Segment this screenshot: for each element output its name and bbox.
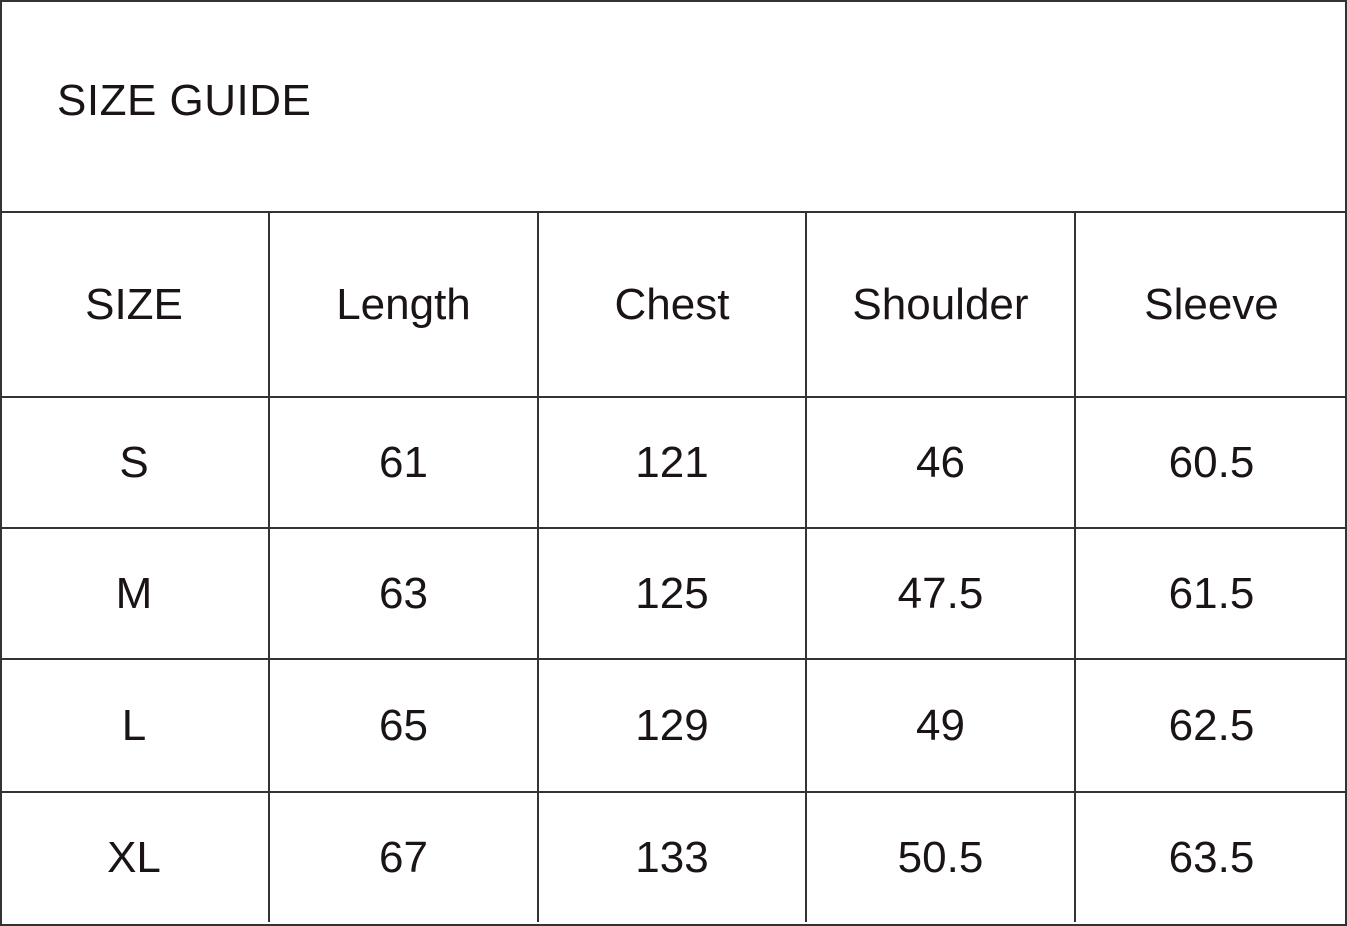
table-cell: S [0, 396, 270, 529]
size-table: SIZE Length Chest Shoulder Sleeve S 61 1… [0, 211, 1347, 922]
header-cell: SIZE [0, 211, 270, 398]
header-cell: Chest [537, 211, 807, 398]
table-cell: 60.5 [1074, 396, 1347, 529]
table-cell: 50.5 [805, 791, 1076, 922]
header-cell: Shoulder [805, 211, 1076, 398]
table-cell: 65 [268, 658, 539, 793]
table-cell: 61 [268, 396, 539, 529]
table-row: M 63 125 47.5 61.5 [0, 527, 1347, 660]
table-row: L 65 129 49 62.5 [0, 658, 1347, 793]
table-cell: 47.5 [805, 527, 1076, 660]
table-cell: M [0, 527, 270, 660]
table-cell: 133 [537, 791, 807, 922]
table-cell: 121 [537, 396, 807, 529]
header-cell: Sleeve [1074, 211, 1347, 398]
table-row: S 61 121 46 60.5 [0, 396, 1347, 529]
table-cell: 129 [537, 658, 807, 793]
table-cell: 125 [537, 527, 807, 660]
table-cell: 62.5 [1074, 658, 1347, 793]
table-header-row: SIZE Length Chest Shoulder Sleeve [0, 211, 1347, 398]
table-cell: 49 [805, 658, 1076, 793]
table-cell: 63 [268, 527, 539, 660]
table-cell: L [0, 658, 270, 793]
table-row: XL 67 133 50.5 63.5 [0, 791, 1347, 922]
table-cell: 46 [805, 396, 1076, 529]
table-cell: 63.5 [1074, 791, 1347, 922]
table-cell: 61.5 [1074, 527, 1347, 660]
header-cell: Length [268, 211, 539, 398]
page-title: SIZE GUIDE [57, 76, 312, 125]
table-cell: 67 [268, 791, 539, 922]
table-cell: XL [0, 791, 270, 922]
